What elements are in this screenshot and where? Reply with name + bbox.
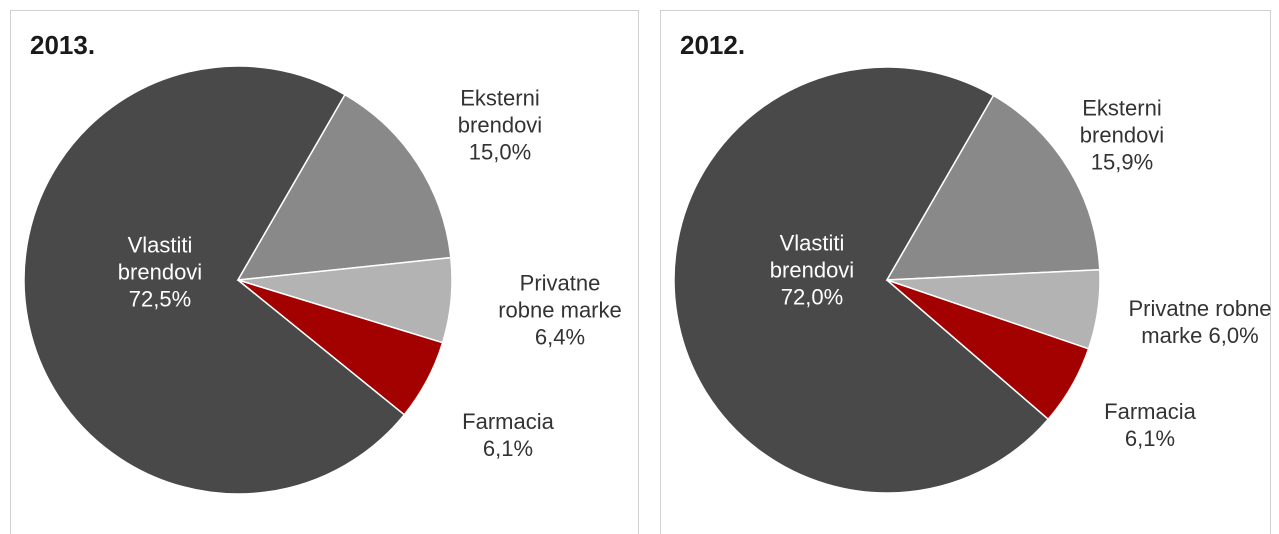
- category-label: Eksterni brendovi: [457, 85, 543, 138]
- pie-slice: [23, 65, 406, 495]
- chart-title: 2012.: [680, 30, 746, 60]
- category-label: Privatne robne marke: [1128, 296, 1272, 348]
- category-label: Farmacia: [1104, 399, 1196, 424]
- data-label: Privatne robne marke 6,4%: [498, 270, 622, 351]
- value-label: 6,1%: [482, 436, 534, 461]
- category-label: Eksterni brendovi: [1079, 95, 1165, 148]
- data-label: Vlastiti brendovi 72,5%: [105, 232, 215, 313]
- pie-slice: [237, 279, 444, 416]
- value-label: 6,4%: [534, 324, 586, 350]
- category-label: Privatne robne marke: [498, 270, 622, 323]
- value-label: 6,1%: [1124, 426, 1176, 451]
- category-label: Farmacia: [462, 409, 554, 434]
- pie-slice: [673, 66, 1050, 494]
- value-label: 72,0%: [780, 284, 844, 310]
- data-label: Farmacia 6,1%: [458, 408, 558, 462]
- value-label: 6,0%: [1208, 323, 1259, 348]
- category-label: Vlastiti brendovi: [117, 232, 203, 285]
- data-label: Vlastiti brendovi 72,0%: [757, 230, 867, 311]
- value-label: 72,5%: [128, 286, 192, 312]
- pie-slice: [886, 279, 1090, 421]
- pie-slice: [236, 93, 452, 281]
- category-label: Vlastiti brendovi: [769, 230, 855, 283]
- data-label: Farmacia 6,1%: [1100, 398, 1200, 452]
- data-label: Eksterni brendovi 15,9%: [1062, 95, 1182, 176]
- pie-slice: [885, 94, 1101, 281]
- data-label: Eksterni brendovi 15,0%: [440, 85, 560, 166]
- value-label: 15,0%: [468, 139, 532, 165]
- chart-title: 2013.: [30, 30, 96, 60]
- value-label: 15,9%: [1090, 149, 1154, 175]
- data-label: Privatne robne marke 6,0%: [1120, 295, 1279, 349]
